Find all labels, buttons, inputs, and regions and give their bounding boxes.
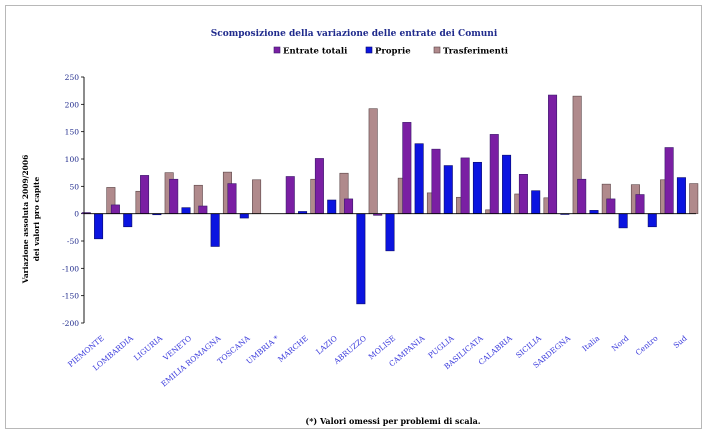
bar-entrate-totali: [344, 198, 354, 214]
bar-trasferimenti: [252, 179, 262, 214]
y-axis-label-line1: Variazione assoluta 2009/2006: [21, 155, 30, 285]
axes: [83, 77, 696, 323]
y-axis: 250 200 150 100 50 0 -50 -100 -150 -200: [62, 73, 84, 328]
footnote: (*) Valori omessi per problemi di scala.: [305, 416, 480, 426]
bar-entrate-totali: [489, 134, 499, 214]
bar-entrate-totali: [140, 175, 150, 214]
y-tick-label: 50: [69, 182, 79, 191]
bar-entrate-totali: [664, 147, 674, 214]
x-category-label: Centro: [634, 333, 660, 357]
y-tick-label: 200: [65, 100, 80, 109]
legend-swatch: [433, 46, 441, 54]
bar-entrate-totali: [285, 176, 295, 214]
y-tick-label: 250: [65, 73, 80, 82]
legend-swatch: [273, 46, 281, 54]
bar-proprie: [502, 154, 512, 214]
bar-proprie: [123, 213, 133, 228]
bar-trasferimenti: [689, 183, 699, 214]
bar-proprie: [414, 143, 424, 214]
bar-entrate-totali: [460, 157, 470, 214]
y-tick-label: 150: [65, 128, 80, 137]
bar-entrate-totali: [431, 148, 441, 214]
bar-proprie: [589, 210, 599, 214]
bar-proprie: [327, 199, 337, 214]
y-axis-label-line2: dei valori pro capite: [32, 177, 41, 262]
bar-proprie: [676, 177, 686, 214]
bars: [81, 94, 699, 305]
x-category-label: UMBRIA *: [245, 333, 281, 366]
y-tick-label: 0: [74, 210, 79, 219]
x-category-label: Italia: [580, 333, 601, 353]
bar-proprie: [472, 161, 482, 214]
legend: Entrate totali Proprie Trasferimenti: [273, 46, 509, 57]
chart-title: Scomposizione della variazione delle ent…: [211, 29, 498, 39]
bar-entrate-totali: [402, 122, 412, 214]
legend-label: Proprie: [375, 47, 411, 57]
bar-entrate-totali: [198, 205, 208, 214]
x-category-label: Nord: [610, 334, 631, 354]
y-tick-label: -150: [62, 292, 79, 301]
bar-entrate-totali: [110, 204, 120, 214]
bar-proprie: [239, 213, 249, 219]
chart-frame: Scomposizione della variazione delle ent…: [5, 5, 702, 429]
bar-proprie: [618, 213, 628, 229]
bar-proprie: [443, 165, 453, 214]
bar-entrate-totali: [606, 198, 616, 214]
bar-proprie: [210, 213, 220, 247]
x-category-label: Sud: [672, 334, 689, 351]
bar-proprie: [356, 213, 366, 305]
bar-entrate-totali: [169, 178, 179, 214]
x-category-label: LIGURIA: [132, 333, 164, 362]
bar-entrate-totali: [227, 183, 237, 214]
bar-trasferimenti: [368, 108, 378, 214]
legend-label: Entrate totali: [283, 47, 348, 57]
bar-entrate-totali: [518, 174, 528, 214]
bar-entrate-totali: [577, 178, 587, 214]
bar-proprie: [647, 213, 657, 228]
bar-proprie: [181, 207, 191, 214]
bar-proprie: [385, 213, 395, 252]
bar-proprie: [94, 213, 104, 240]
y-tick-label: -100: [62, 264, 79, 273]
legend-label: Trasferimenti: [443, 47, 509, 57]
y-tick-label: -200: [62, 319, 79, 328]
y-tick-label: -50: [67, 237, 79, 246]
x-category-label: MARCHE: [276, 334, 310, 364]
bar-entrate-totali: [548, 94, 558, 214]
x-category-label: LAZIO: [314, 334, 339, 357]
bar-entrate-totali: [314, 158, 324, 214]
chart-svg: Scomposizione della variazione delle ent…: [21, 29, 699, 426]
bar-entrate-totali: [635, 194, 645, 214]
y-tick-label: 100: [65, 155, 80, 164]
legend-swatch: [365, 46, 373, 54]
bar-proprie: [531, 190, 541, 214]
